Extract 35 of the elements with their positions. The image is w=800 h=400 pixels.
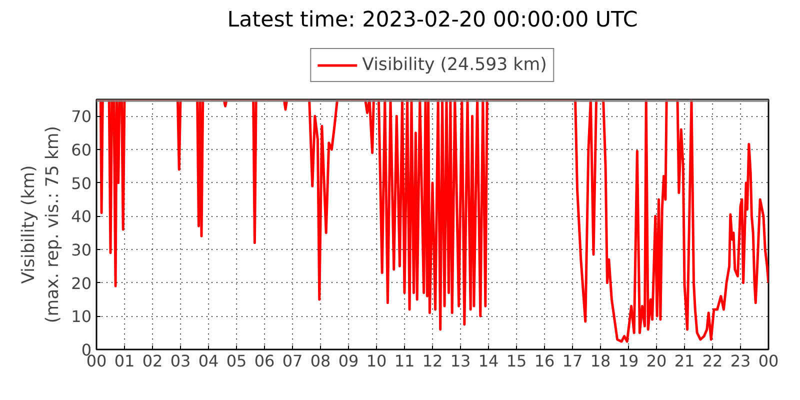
x-tick-label: 14 [478,352,499,370]
x-tick-label: 02 [142,352,163,370]
x-tick-label: 15 [506,352,527,370]
y-tick-label: 70 [71,107,92,126]
x-tick-label: 10 [366,352,387,370]
x-tick-label: 03 [170,352,191,370]
y-tick-label: 60 [71,140,92,160]
x-tick-label: 12 [422,352,443,370]
x-tick-label: 16 [534,352,555,370]
y-tick-label: 20 [71,274,92,293]
y-tick-label: 40 [71,207,92,226]
x-tick-label: 18 [590,352,611,370]
x-tick-label: 07 [282,352,303,370]
chart-title: Latest time: 2023-02-20 00:00:00 UTC [227,8,638,32]
x-tick-label: 05 [226,352,247,370]
x-tick-label: 00 [758,352,779,370]
y-axis-title: Visibility (km) (max. rep. vis.: 75 km) [19,126,64,324]
x-tick-label: 21 [674,352,695,370]
x-tick-label: 13 [450,352,471,370]
y-tick-label: 10 [71,307,92,326]
x-tick-label: 22 [702,352,723,370]
legend-label: Visibility (24.593 km) [362,55,547,75]
y-tick-label: 50 [71,174,92,193]
x-tick-label: 23 [730,352,751,370]
line-series [96,100,768,343]
x-tick-label: 20 [646,352,667,370]
x-tick-label: 01 [114,352,135,370]
x-tick-label: 09 [338,352,359,370]
x-tick-label: 11 [394,352,415,370]
x-tick-label: 17 [562,352,583,370]
x-tick-label: 19 [618,352,639,370]
x-tick-label: 08 [310,352,331,370]
x-tick-label: 04 [198,352,219,370]
x-tick-label: 06 [254,352,275,370]
y-tick-label: 30 [71,240,92,260]
